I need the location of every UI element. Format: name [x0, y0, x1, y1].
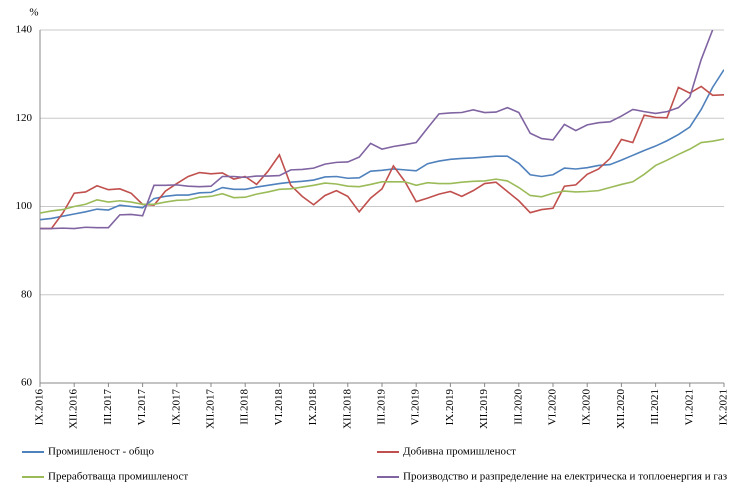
y-tick-label: 140: [16, 24, 33, 36]
series-line: [40, 69, 724, 221]
x-tick-label: VI.2017: [136, 389, 148, 426]
x-tick-label: III.2020: [512, 389, 524, 425]
x-tick-label: VI.2018: [273, 389, 285, 426]
y-axis-label: %: [29, 7, 38, 19]
x-tick-label: III.2019: [376, 389, 388, 425]
legend-label: Производство и разпределение на електрич…: [403, 471, 727, 483]
y-tick-label: 80: [21, 288, 33, 300]
x-tick-label: VI.2019: [410, 389, 422, 426]
x-tick-label: XII.2017: [205, 389, 217, 430]
x-tick-label: IX.2016: [34, 389, 46, 426]
x-tick-label: XII.2016: [68, 389, 80, 430]
x-tick-label: XII.2019: [478, 389, 490, 430]
x-tick-label: IX.2020: [581, 389, 593, 426]
y-tick-label: 60: [21, 377, 33, 389]
legend-label: Преработваща промишленост: [48, 471, 188, 483]
y-tick-label: 120: [16, 112, 33, 124]
x-tick-label: VI.2020: [547, 389, 559, 426]
x-tick-label: III.2021: [649, 389, 661, 425]
legend-label: Промишленост - общо: [48, 446, 155, 458]
x-tick-label: XII.2018: [341, 389, 353, 430]
x-tick-label: IX.2017: [170, 389, 182, 426]
series-line: [40, 138, 724, 214]
series-line: [40, 85, 724, 230]
x-tick-label: IX.2018: [307, 389, 319, 426]
x-tick-label: XII.2020: [615, 389, 627, 430]
series-line: [40, 30, 714, 230]
legend-label: Добивна промишленост: [403, 446, 516, 458]
x-tick-label: III.2017: [102, 389, 114, 425]
x-tick-label: III.2018: [239, 389, 251, 425]
x-tick-label: IX.2021: [718, 389, 730, 425]
x-tick-label: VI.2021: [683, 389, 695, 425]
y-tick-label: 100: [16, 200, 33, 212]
x-tick-label: IX.2019: [444, 389, 456, 426]
